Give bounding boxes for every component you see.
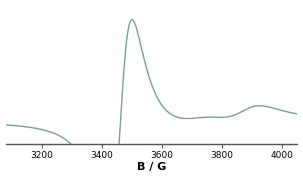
X-axis label: B / G: B / G <box>137 162 166 172</box>
